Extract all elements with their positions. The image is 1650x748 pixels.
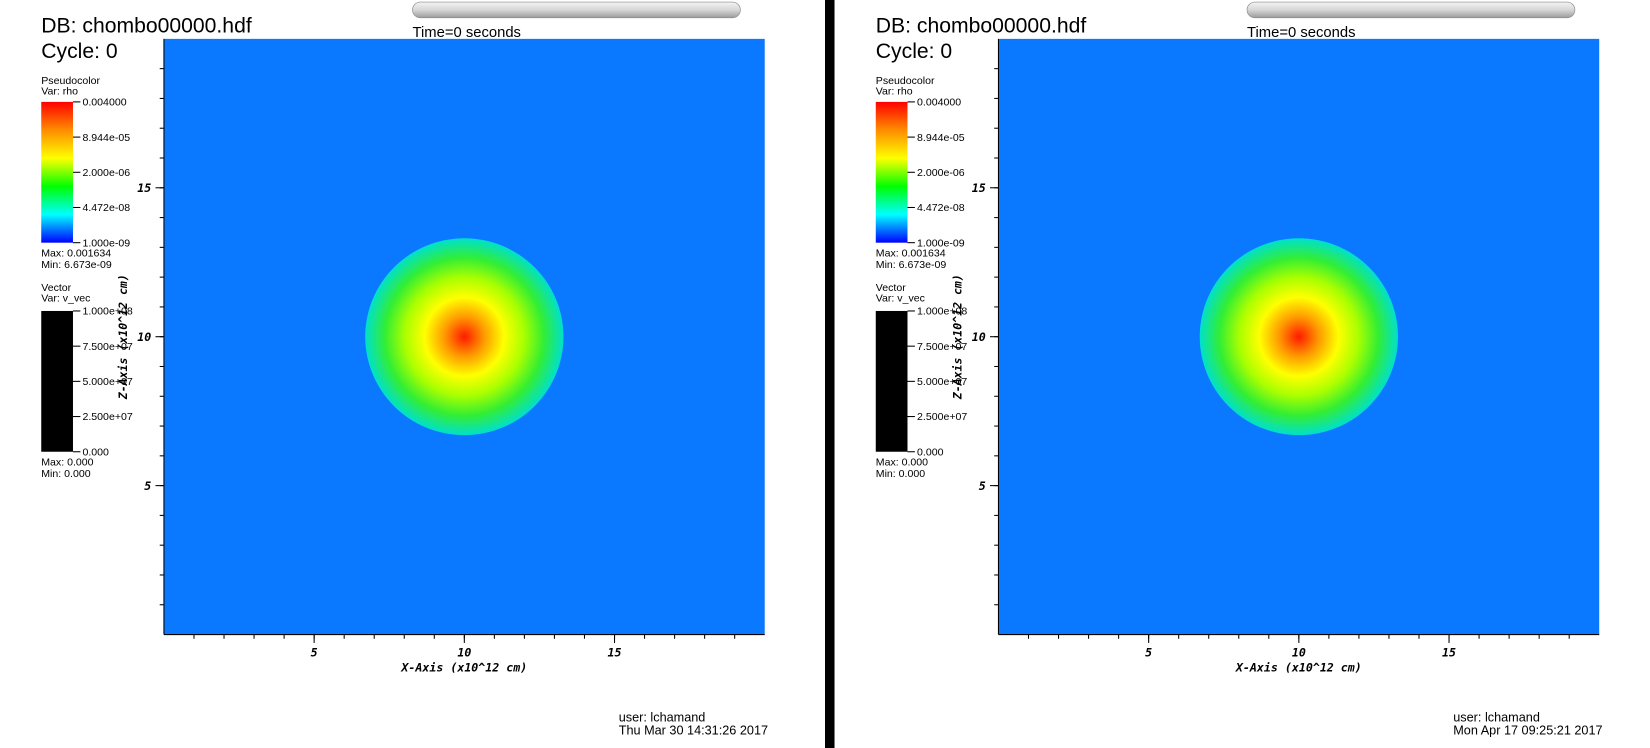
- x-axis-title: X-Axis (x10^12 cm): [400, 660, 527, 674]
- legend-max: Max: 0.000: [41, 456, 93, 468]
- field-blob: [1199, 238, 1398, 436]
- colorbar-tick-label: 5.000e+07: [83, 376, 133, 388]
- colorbar-tick-label: 0.004000: [917, 97, 961, 109]
- y-tick-label: 15: [137, 181, 151, 195]
- colorbar: [875, 101, 908, 243]
- colorbar-tick-label: 2.000e-06: [83, 167, 131, 179]
- legend-min: Min: 6.673e-09: [876, 259, 947, 271]
- colorbar: [875, 310, 908, 452]
- colorbar-tick-label: 4.472e-08: [83, 202, 131, 214]
- panel: Time=0 seconds DB: chombo00000.hdfCycle: …: [41, 1, 768, 737]
- legend-var: Var: v_vec: [41, 293, 90, 305]
- legend-var: Var: rho: [41, 86, 78, 98]
- colorbar-tick-label: 1.000e+08: [917, 306, 967, 318]
- legend-min: Min: 6.673e-09: [41, 259, 112, 271]
- colorbar-tick-label: 2.500e+07: [83, 411, 133, 423]
- legend-title: Pseudocolor: [41, 75, 100, 87]
- field-blob: [365, 238, 564, 436]
- colorbar: [41, 101, 73, 243]
- y-axis-title: Z-Axis (x10^12 cm): [116, 274, 130, 400]
- legend-max: Max: 0.001634: [876, 247, 946, 259]
- y-axis-title: Z-Axis (x10^12 cm): [950, 274, 964, 400]
- colorbar-tick-label: 5.000e+07: [917, 376, 967, 388]
- time-slider: [1246, 1, 1576, 19]
- user-label: user: lchamand: [1453, 711, 1540, 725]
- y-tick-label: 10: [137, 330, 151, 344]
- legend-min: Min: 0.000: [876, 468, 925, 480]
- colorbar-tick-label: 0.004000: [83, 97, 127, 109]
- colorbar-tick-label: 1.000e-09: [917, 237, 965, 249]
- date-label: Thu Mar 30 14:31:26 2017: [619, 723, 768, 737]
- y-tick-label: 5: [979, 479, 986, 493]
- time-slider-label: Time=0 seconds: [1247, 25, 1355, 41]
- user-label: user: lchamand: [619, 711, 706, 725]
- legend-title: Vector: [876, 282, 906, 294]
- time-slider: [412, 1, 741, 19]
- legend-title: Vector: [41, 282, 71, 294]
- x-axis-title: X-Axis (x10^12 cm): [1235, 660, 1362, 674]
- cycle-label: Cycle: 0: [876, 40, 952, 63]
- date-label: Mon Apr 17 09:25:21 2017: [1453, 723, 1602, 737]
- legend-var: Var: v_vec: [876, 293, 925, 305]
- y-tick-label: 10: [972, 330, 986, 344]
- colorbar-tick-label: 4.472e-08: [917, 202, 965, 214]
- x-tick-label: 5: [1145, 646, 1152, 660]
- colorbar: [41, 310, 73, 452]
- colorbar-tick-label: 7.500e+07: [917, 341, 967, 353]
- colorbar-tick-label: 8.944e-05: [83, 132, 131, 144]
- divider: [825, 0, 835, 748]
- panel: Time=0 seconds DB: chombo00000.hdfCycle: …: [875, 1, 1603, 737]
- y-tick-label: 5: [144, 479, 151, 493]
- colorbar-tick-label: 0.000: [83, 446, 110, 458]
- x-tick-label: 10: [457, 646, 471, 660]
- colorbar-tick-label: 8.944e-05: [917, 132, 965, 144]
- x-tick-label: 15: [608, 646, 622, 660]
- legend-min: Min: 0.000: [41, 468, 90, 480]
- db-label: DB: chombo00000.hdf: [876, 15, 1087, 38]
- legend-max: Max: 0.001634: [41, 247, 111, 259]
- cycle-label: Cycle: 0: [41, 40, 117, 63]
- x-tick-label: 10: [1292, 646, 1306, 660]
- x-tick-label: 15: [1442, 646, 1456, 660]
- colorbar-tick-label: 1.000e-09: [83, 237, 131, 249]
- legend-max: Max: 0.000: [876, 456, 928, 468]
- time-slider-label: Time=0 seconds: [413, 25, 521, 41]
- db-label: DB: chombo00000.hdf: [41, 15, 252, 38]
- y-tick-label: 15: [972, 181, 986, 195]
- colorbar-tick-label: 2.500e+07: [917, 411, 967, 423]
- legend-var: Var: rho: [876, 86, 913, 98]
- colorbar-tick-label: 1.000e+08: [83, 306, 133, 318]
- colorbar-tick-label: 2.000e-06: [917, 167, 965, 179]
- colorbar-tick-label: 0.000: [917, 446, 944, 458]
- legend-title: Pseudocolor: [876, 75, 935, 87]
- x-tick-label: 5: [311, 646, 318, 660]
- colorbar-tick-label: 7.500e+07: [83, 341, 133, 353]
